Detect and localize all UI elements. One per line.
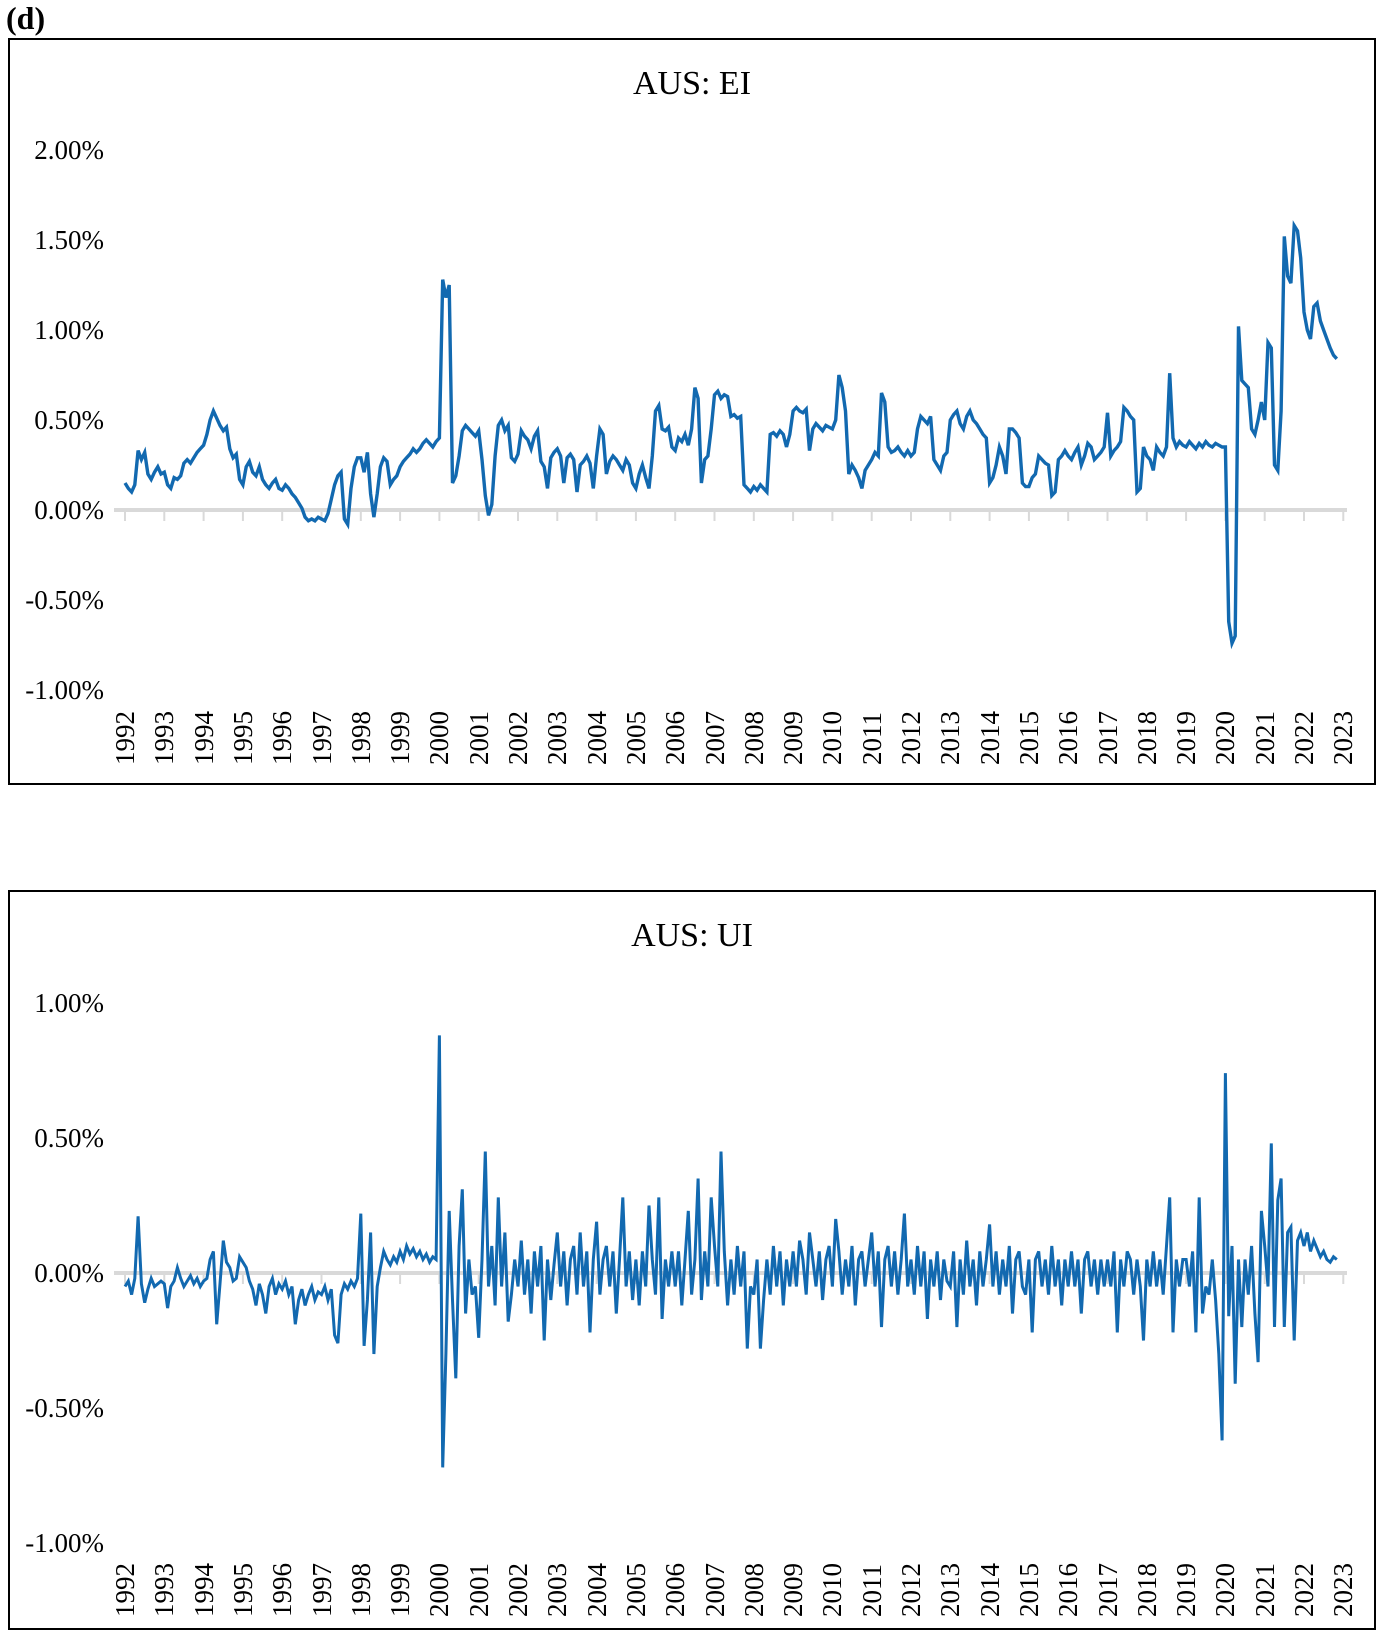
y-tick-label: 0.50% — [34, 405, 104, 435]
y-tick-label: 0.00% — [34, 495, 104, 525]
x-tick-label: 2023 — [1328, 711, 1359, 765]
x-tick-label: 1993 — [149, 1563, 180, 1617]
x-tick-label: 1994 — [188, 711, 219, 765]
x-tick-label: 2004 — [581, 711, 612, 765]
x-tick-label: 2022 — [1289, 1563, 1319, 1617]
x-tick-label: 2021 — [1249, 1563, 1280, 1617]
x-tick-label: 2020 — [1210, 711, 1241, 765]
x-tick-label: 1995 — [227, 1563, 258, 1617]
x-tick-label: 2020 — [1210, 1563, 1241, 1617]
x-tick-label: 1995 — [227, 711, 258, 765]
x-tick-label: 2002 — [503, 711, 533, 765]
x-tick-label: 2018 — [1131, 1563, 1162, 1617]
x-tick-label: 2017 — [1092, 711, 1123, 765]
x-tick-label: 1998 — [345, 1563, 376, 1617]
x-tick-label: 2005 — [620, 1563, 651, 1617]
y-tick-label: 0.00% — [34, 1258, 104, 1288]
x-tick-label: 1997 — [306, 711, 337, 765]
x-tick-label: 2019 — [1171, 711, 1202, 765]
y-tick-label: 1.00% — [34, 988, 104, 1018]
figure-label: (d) — [6, 0, 46, 36]
x-tick-label: 2001 — [463, 711, 494, 765]
x-tick-label: 2022 — [1289, 711, 1319, 765]
y-tick-label: -1.00% — [25, 1528, 104, 1558]
x-tick-label: 2006 — [660, 711, 691, 765]
x-tick-label: 1996 — [267, 711, 298, 765]
x-tick-label: 2013 — [935, 711, 966, 765]
x-tick-label: 2004 — [581, 1563, 612, 1617]
y-tick-label: -1.00% — [25, 675, 104, 705]
x-tick-label: 2005 — [620, 711, 651, 765]
y-tick-label: 0.50% — [34, 1123, 104, 1153]
x-tick-label: 2002 — [503, 1563, 533, 1617]
chart-panel-ui: AUS: UI — [8, 890, 1376, 1630]
x-tick-label: 2009 — [778, 711, 809, 765]
x-tick-label: 2016 — [1053, 1563, 1084, 1617]
x-tick-label: 2003 — [542, 1563, 573, 1617]
x-tick-label: 2019 — [1171, 1563, 1202, 1617]
x-tick-label: 2013 — [935, 1563, 966, 1617]
x-tick-label: 2008 — [738, 1563, 769, 1617]
x-tick-label: 2008 — [738, 711, 769, 765]
x-tick-label: 2003 — [542, 711, 573, 765]
x-tick-label: 2015 — [1013, 1563, 1044, 1617]
x-tick-label: 2006 — [660, 1563, 691, 1617]
x-tick-label: 1999 — [385, 711, 416, 765]
y-tick-label: -0.50% — [25, 585, 104, 615]
x-tick-label: 2000 — [424, 711, 455, 765]
x-tick-label: 2018 — [1131, 711, 1162, 765]
x-tick-label: 2016 — [1053, 711, 1084, 765]
x-tick-label: 2007 — [699, 711, 730, 765]
chart-title-ui: AUS: UI — [631, 917, 753, 954]
x-tick-label: 1993 — [149, 711, 180, 765]
x-tick-label: 2011 — [856, 1564, 887, 1617]
x-tick-label: 2023 — [1328, 1563, 1359, 1617]
x-tick-label: 2009 — [778, 1563, 809, 1617]
chart-panel-ei: AUS: EI — [8, 38, 1376, 785]
x-tick-label: 2021 — [1249, 711, 1280, 765]
x-tick-label: 2014 — [974, 711, 1005, 765]
x-tick-label: 1996 — [267, 1563, 298, 1617]
x-tick-label: 2001 — [463, 1563, 494, 1617]
x-tick-label: 2012 — [896, 711, 926, 765]
x-tick-label: 2010 — [817, 1563, 848, 1617]
x-tick-label: 2007 — [699, 1563, 730, 1617]
y-tick-label: 2.00% — [34, 135, 104, 165]
x-tick-label: 2017 — [1092, 1563, 1123, 1617]
x-tick-label: 1998 — [345, 711, 376, 765]
x-tick-label: 1997 — [306, 1563, 337, 1617]
x-tick-label: 1994 — [188, 1563, 219, 1617]
x-tick-label: 1992 — [110, 711, 140, 765]
y-tick-label: -0.50% — [25, 1393, 104, 1423]
x-tick-label: 2015 — [1013, 711, 1044, 765]
x-tick-label: 1999 — [385, 1563, 416, 1617]
x-tick-label: 2000 — [424, 1563, 455, 1617]
x-tick-label: 1992 — [110, 1563, 140, 1617]
y-tick-label: 1.00% — [34, 315, 104, 345]
x-tick-label: 2012 — [896, 1563, 926, 1617]
chart-title-ei: AUS: EI — [632, 65, 752, 102]
x-tick-label: 2011 — [856, 712, 887, 765]
y-tick-label: 1.50% — [34, 225, 104, 255]
x-tick-label: 2010 — [817, 711, 848, 765]
x-tick-label: 2014 — [974, 1563, 1005, 1617]
